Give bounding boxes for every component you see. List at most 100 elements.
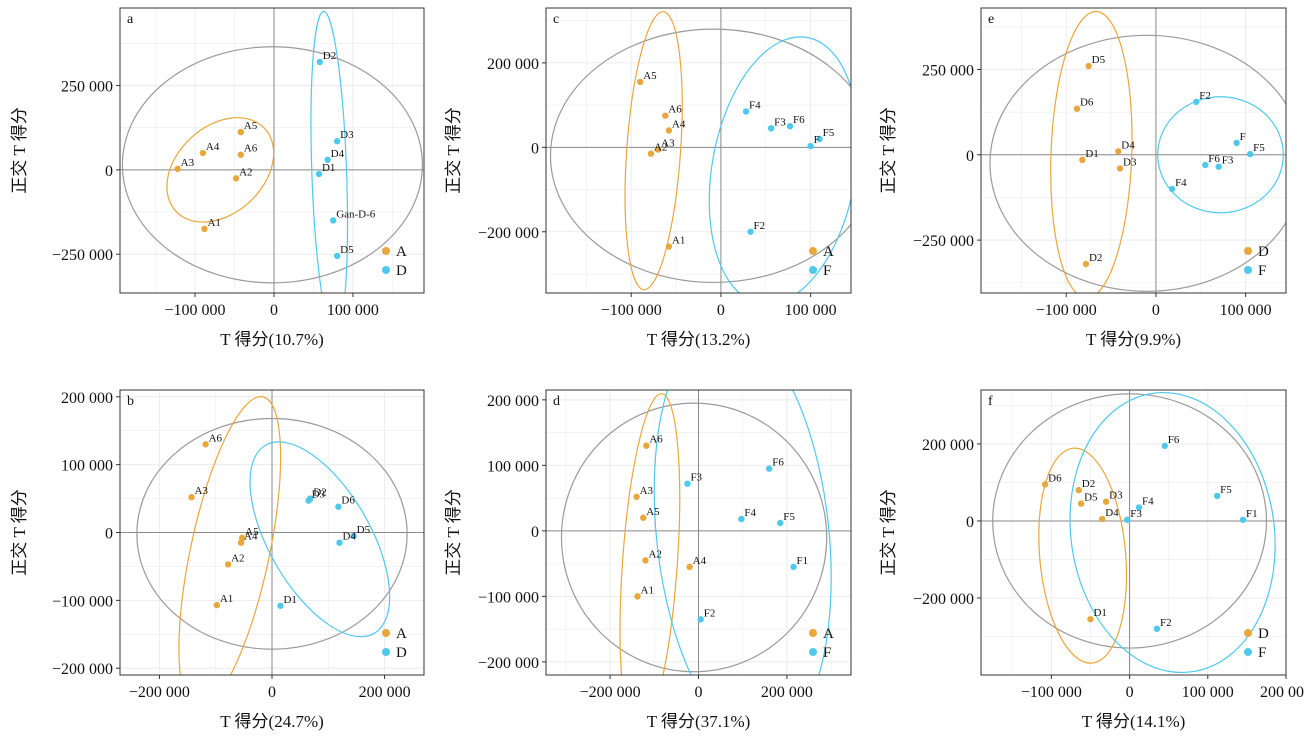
x-tick-label: 200 000	[359, 684, 411, 701]
legend-marker	[382, 629, 390, 637]
point-D4	[1099, 515, 1106, 523]
point-label: A6	[209, 432, 223, 444]
ellipses	[989, 10, 1286, 293]
legend-marker	[809, 648, 817, 656]
point-D1	[315, 170, 323, 178]
series-A: A6 A3 A5 A2 A4 A1	[633, 434, 707, 600]
point-F6	[786, 123, 794, 130]
point-label: F2	[1160, 617, 1172, 629]
x-tick-label: −200 000	[580, 684, 641, 701]
legend-label: D	[1258, 244, 1269, 260]
point-F2	[747, 228, 754, 235]
point-A3	[654, 146, 662, 153]
point-label: A2	[239, 166, 252, 178]
x-axis-title: T 得分(9.9%)	[1086, 330, 1181, 349]
point-D1	[1087, 615, 1094, 623]
panel-e: D5 D6 D4 D1 D3 D2 F2 F F5 F6 F3 F4 e −100 000 0 100 000…	[879, 7, 1287, 349]
point-label: A4	[206, 141, 220, 153]
point-label: D3	[340, 129, 354, 141]
confidence-ellipse-cyan	[653, 390, 832, 675]
legend-marker	[809, 629, 817, 637]
legend-marker	[1244, 629, 1252, 637]
point-label: A4	[672, 118, 686, 130]
y-tick-label: 200 000	[487, 56, 539, 73]
confidence-ellipse-gray	[549, 28, 851, 284]
point-F4	[738, 515, 745, 523]
point-A6	[662, 112, 669, 119]
legend-label: F	[823, 645, 831, 661]
plot-frame	[545, 7, 852, 294]
point-label: D2	[323, 50, 336, 62]
confidence-ellipse-gray	[121, 46, 424, 284]
point-label: F4	[1175, 177, 1187, 189]
point-F	[1233, 139, 1240, 147]
x-tick-label: −100 000	[1021, 684, 1082, 701]
point-A4	[665, 127, 673, 134]
x-tick-label: −200 000	[129, 684, 190, 701]
y-tick-label: 100 000	[487, 458, 539, 475]
point-A2	[647, 150, 655, 157]
y-tick-label: 0	[531, 524, 539, 541]
point-label: D5	[1084, 492, 1098, 504]
y-tick-label: −200 000	[478, 225, 539, 242]
point-label: F6	[1208, 153, 1220, 165]
point-D2	[1082, 260, 1090, 268]
point-label: A3	[640, 485, 654, 497]
point-label: A5	[244, 120, 258, 132]
y-tick-label: 100 000	[61, 458, 113, 475]
x-axis-title: T 得分(14.1%)	[1082, 712, 1186, 731]
point-F1	[1239, 516, 1247, 523]
point-label: A2	[654, 142, 667, 154]
y-axis-title: 正交 T 得分	[10, 107, 29, 194]
x-tick-label: −100 000	[1036, 302, 1097, 319]
point-label: A1	[672, 235, 685, 247]
point-label: A2	[231, 552, 244, 564]
point-A2	[224, 561, 232, 568]
confidence-ellipse-cyan	[249, 441, 391, 638]
point-Gan-D-6	[329, 217, 337, 224]
plot-frame	[980, 389, 1287, 676]
point-D6	[1073, 105, 1081, 112]
x-tick-label: 100 000	[1182, 684, 1234, 701]
confidence-ellipse-orange	[1038, 447, 1128, 664]
point-label: A4	[693, 555, 707, 567]
point-label: F2	[1199, 90, 1211, 102]
legend-marker	[809, 266, 817, 274]
legend-label: D	[1258, 626, 1269, 642]
point-label: F4	[744, 507, 756, 519]
y-tick-label: −200 000	[913, 591, 974, 608]
panel-label: f	[988, 394, 993, 409]
y-tick-label: −100 000	[52, 593, 113, 610]
point-label: F5	[783, 511, 795, 523]
point-label: F5	[823, 127, 835, 139]
ellipses	[121, 10, 424, 293]
ellipses	[992, 391, 1276, 674]
point-F6	[766, 465, 773, 472]
point-D2	[316, 58, 323, 66]
point-label: D4	[343, 531, 357, 543]
y-tick-label: 250 000	[922, 62, 974, 79]
point-label: F4	[1142, 495, 1154, 507]
point-label: A4	[244, 531, 258, 543]
legend-marker	[809, 247, 817, 255]
legend: AD	[382, 244, 407, 279]
panel-a: A1 A2 A3 A4 A5 A6 D2 D3 D4 D1 Gan-D-6 D5 a −100 000 0 1…	[10, 7, 425, 349]
series-F: F2 F F5 F6 F3 F4	[1168, 90, 1265, 193]
point-label: A3	[661, 137, 675, 149]
legend-label: F	[1258, 645, 1266, 661]
point-D3	[1102, 498, 1110, 505]
point-A2	[642, 557, 649, 564]
point-A3	[633, 493, 640, 500]
panel-label: a	[127, 12, 134, 27]
point-A6	[237, 151, 245, 158]
point-F3	[767, 125, 775, 132]
x-axis-title: T 得分(37.1%)	[647, 712, 751, 731]
y-axis-title: 正交 T 得分	[879, 489, 898, 576]
point-D5	[1077, 500, 1085, 507]
point-label: F3	[1222, 155, 1234, 167]
point-D4	[336, 539, 343, 546]
